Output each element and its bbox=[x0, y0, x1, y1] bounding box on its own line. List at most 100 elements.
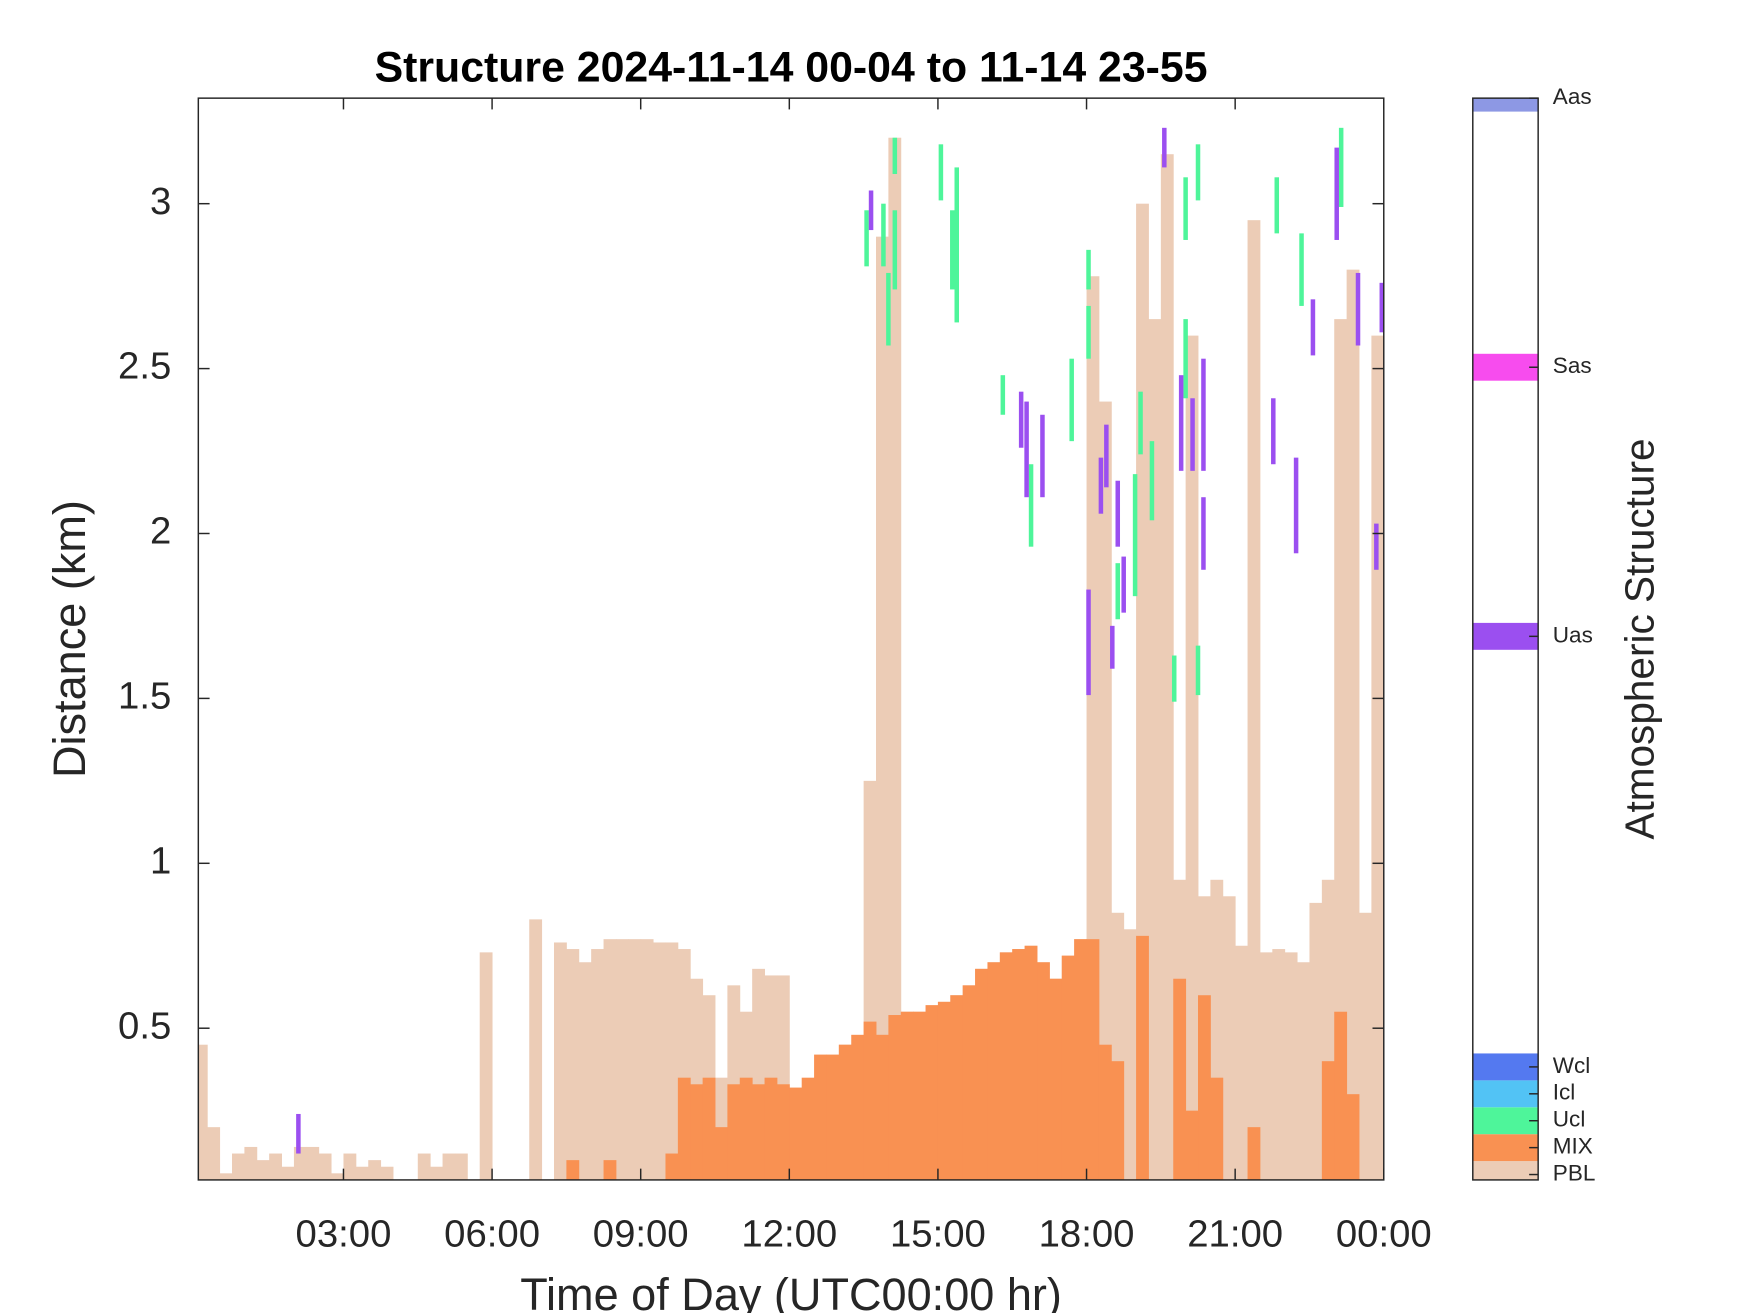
bar bbox=[430, 1166, 443, 1180]
x-tick-label: 03:00 bbox=[296, 1212, 392, 1255]
bar bbox=[1222, 896, 1236, 1180]
bar bbox=[876, 236, 889, 1180]
y-tick-label: 1.5 bbox=[118, 675, 171, 718]
bar bbox=[987, 962, 1001, 1180]
segment bbox=[1293, 457, 1299, 554]
bar bbox=[776, 1084, 790, 1180]
bar bbox=[1024, 945, 1038, 1180]
colorbar-marks bbox=[1472, 98, 1539, 1180]
bar bbox=[702, 1077, 716, 1180]
bar bbox=[764, 1077, 778, 1180]
bar bbox=[442, 1153, 456, 1180]
y-tick-label: 2.5 bbox=[118, 345, 171, 388]
bar bbox=[1334, 1011, 1348, 1180]
colorbar-band bbox=[1472, 622, 1539, 650]
bar bbox=[1334, 319, 1348, 1180]
bar bbox=[1012, 949, 1026, 1180]
segment bbox=[1115, 480, 1121, 547]
bar bbox=[826, 1054, 840, 1180]
bar bbox=[1272, 949, 1286, 1180]
bar bbox=[207, 1127, 221, 1180]
plot-marks bbox=[198, 127, 1384, 1180]
bar bbox=[529, 919, 543, 1180]
bar bbox=[244, 1146, 258, 1180]
bar bbox=[1185, 335, 1199, 1180]
bar bbox=[380, 1166, 394, 1180]
bar bbox=[554, 942, 567, 1180]
segment bbox=[1374, 523, 1379, 570]
colorbar-band bbox=[1472, 353, 1539, 381]
bar bbox=[1247, 1127, 1261, 1180]
x-axis-label: Time of Day (UTC00:00 hr) bbox=[520, 1269, 1062, 1313]
bar bbox=[863, 1021, 877, 1180]
segment bbox=[1190, 398, 1195, 471]
colorbar-band bbox=[1472, 98, 1539, 112]
bar bbox=[566, 949, 580, 1180]
x-tick-label: 15:00 bbox=[890, 1212, 986, 1255]
bar bbox=[900, 1011, 914, 1180]
bar bbox=[219, 1173, 233, 1180]
x-tick-label: 21:00 bbox=[1187, 1212, 1283, 1255]
colorbar-tick-label: MIX bbox=[1553, 1134, 1593, 1159]
x-tick-label: 09:00 bbox=[593, 1212, 689, 1255]
bar bbox=[1346, 1094, 1360, 1180]
bar bbox=[814, 1054, 827, 1180]
segment bbox=[1000, 375, 1006, 415]
segment bbox=[1355, 272, 1361, 346]
bar bbox=[232, 1153, 245, 1180]
segment bbox=[868, 190, 874, 231]
bar bbox=[913, 1011, 926, 1180]
segment bbox=[1195, 645, 1201, 696]
segment bbox=[1379, 282, 1384, 333]
bar bbox=[888, 1015, 902, 1180]
colorbar-tick-label: Icl bbox=[1553, 1080, 1576, 1105]
bar bbox=[198, 1044, 208, 1180]
bar bbox=[1098, 1044, 1112, 1180]
segment bbox=[1178, 375, 1184, 471]
y-axis-label: Distance (km) bbox=[44, 500, 95, 778]
plot-frame bbox=[197, 97, 1385, 1181]
segment bbox=[1338, 127, 1344, 207]
colorbar-band bbox=[1472, 1053, 1539, 1081]
segment bbox=[1018, 391, 1024, 448]
bar bbox=[454, 1153, 468, 1180]
colorbar-tick-label: Sas bbox=[1553, 353, 1592, 378]
bar bbox=[1074, 939, 1087, 1180]
bar bbox=[1111, 1061, 1125, 1180]
bar bbox=[566, 1160, 580, 1180]
bar bbox=[851, 1034, 865, 1180]
segment bbox=[1086, 305, 1091, 359]
bar bbox=[368, 1160, 382, 1180]
y-tick-label: 3 bbox=[150, 180, 171, 223]
segment bbox=[1201, 497, 1206, 570]
colorbar-tick-label: Wcl bbox=[1553, 1053, 1591, 1078]
segment bbox=[1110, 625, 1115, 669]
bar bbox=[1210, 1077, 1224, 1180]
y-tick-label: 2 bbox=[150, 510, 171, 553]
bar bbox=[739, 1077, 753, 1180]
colorbar-tick-label: Uas bbox=[1553, 622, 1593, 647]
x-tick-label: 00:00 bbox=[1336, 1212, 1432, 1255]
bar bbox=[1247, 220, 1261, 1180]
bar bbox=[715, 1127, 728, 1180]
x-tick-label: 06:00 bbox=[444, 1212, 540, 1255]
chart-title: Structure 2024-11-14 00-04 to 11-14 23-5… bbox=[375, 43, 1208, 91]
bar bbox=[1297, 962, 1310, 1180]
bar bbox=[962, 985, 976, 1180]
bar bbox=[838, 1044, 852, 1180]
segment bbox=[1028, 464, 1034, 547]
bar bbox=[256, 1160, 270, 1180]
y-tick-label: 0.5 bbox=[118, 1004, 171, 1047]
segment bbox=[1069, 358, 1074, 442]
bar bbox=[293, 1146, 307, 1180]
segment bbox=[892, 137, 898, 175]
bar bbox=[1321, 1061, 1335, 1180]
segment bbox=[892, 210, 898, 290]
bar bbox=[1309, 902, 1323, 1180]
x-tick-label: 12:00 bbox=[741, 1212, 837, 1255]
colorbar-frame bbox=[1472, 97, 1539, 1181]
bar bbox=[690, 1084, 704, 1180]
bar bbox=[1346, 269, 1360, 1180]
colorbar-band bbox=[1472, 1080, 1539, 1108]
